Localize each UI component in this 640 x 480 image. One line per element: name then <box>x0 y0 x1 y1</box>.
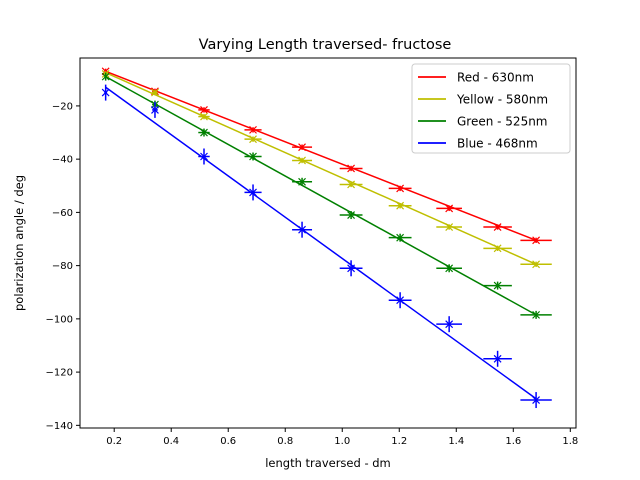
data-point-marker <box>347 264 356 273</box>
data-point-marker <box>532 236 541 245</box>
legend-label: Blue - 468nm <box>457 137 538 151</box>
plot-marks <box>101 67 552 409</box>
y-tick-label: −40 <box>52 155 73 166</box>
data-point-marker <box>445 223 454 231</box>
legend-label: Red - 630nm <box>457 71 534 85</box>
legend-box <box>411 63 571 154</box>
data-point-marker <box>532 260 541 269</box>
data-point-marker <box>298 156 306 165</box>
data-point-marker <box>493 223 502 231</box>
x-tick-label: 1.2 <box>391 436 407 447</box>
x-tick-label: 1.6 <box>505 436 521 447</box>
x-axis-label: length traversed - dm <box>265 456 391 470</box>
data-point-marker <box>200 105 208 114</box>
y-tick-label: −60 <box>52 208 73 219</box>
data-point-marker <box>493 244 502 253</box>
data-point-marker <box>249 135 257 144</box>
data-point-marker <box>532 396 541 404</box>
data-point-marker <box>493 354 502 363</box>
data-point-marker <box>298 225 306 234</box>
series-fit-line <box>105 75 537 316</box>
data-point-marker <box>151 88 159 97</box>
data-point-marker <box>493 281 502 290</box>
data-point-marker <box>347 180 356 189</box>
data-point-marker <box>249 152 257 161</box>
data-point-marker <box>347 211 356 219</box>
y-tick-label: −20 <box>52 101 73 112</box>
data-point-marker <box>151 105 159 114</box>
data-point-marker <box>200 128 208 137</box>
x-tick-label: 0.4 <box>163 436 179 447</box>
data-point-marker <box>396 296 405 305</box>
series-fit-line <box>105 71 537 265</box>
x-tick-label: 0.6 <box>220 436 236 447</box>
data-point-marker <box>532 310 541 319</box>
x-axis-ticks: 0.2 0.4 0.6 0.8 1.0 1.2 1.4 1.6 1.8 <box>106 428 578 447</box>
legend-label: Yellow - 580nm <box>456 93 548 107</box>
data-point-marker <box>249 188 257 197</box>
y-tick-label: −100 <box>46 314 73 325</box>
y-tick-label: −140 <box>46 421 73 432</box>
y-axis-ticks: −20 −40 −60 −80 −100 −120 −140 <box>46 101 80 432</box>
x-tick-label: 1.8 <box>562 436 578 447</box>
data-point-marker <box>298 143 306 152</box>
data-point-marker <box>249 125 257 134</box>
x-tick-label: 0.2 <box>106 436 122 447</box>
data-point-marker <box>445 204 454 213</box>
data-point-marker <box>445 320 454 329</box>
data-point-marker <box>396 201 405 210</box>
x-tick-label: 0.8 <box>277 436 293 447</box>
data-point-marker <box>200 152 208 161</box>
y-axis-label: polarization angle / deg <box>12 175 26 311</box>
axes-frame <box>79 57 577 429</box>
legend-label: Green - 525nm <box>457 115 548 129</box>
data-point-marker <box>396 233 405 242</box>
y-tick-label: −120 <box>46 368 73 379</box>
data-point-marker <box>200 112 208 121</box>
data-point-marker <box>101 88 110 97</box>
series-fit-line <box>105 70 537 242</box>
data-point-marker <box>445 264 454 273</box>
x-tick-label: 1.4 <box>448 436 464 447</box>
series-fit-line <box>105 86 537 400</box>
data-point-marker <box>298 177 306 186</box>
data-point-marker <box>101 72 110 81</box>
data-point-marker <box>347 164 356 173</box>
x-tick-label: 1.0 <box>334 436 350 447</box>
chart-title: Varying Length traversed- fructose <box>199 37 452 53</box>
legend: Red - 630nm Yellow - 580nm Green - 525nm Bl… <box>411 63 571 154</box>
data-point-marker <box>396 184 405 193</box>
y-tick-label: −80 <box>52 261 73 272</box>
